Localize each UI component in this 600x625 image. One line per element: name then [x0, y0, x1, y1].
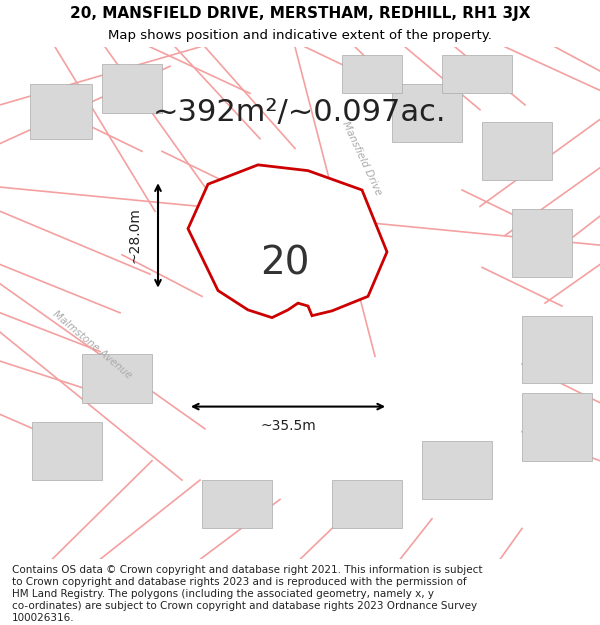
Text: to Crown copyright and database rights 2023 and is reproduced with the permissio: to Crown copyright and database rights 2… — [12, 577, 467, 587]
Bar — [512, 209, 572, 277]
Bar — [392, 84, 462, 142]
Bar — [30, 84, 92, 139]
Bar — [522, 316, 592, 383]
Bar — [442, 54, 512, 93]
Text: Malmstone Avenue: Malmstone Avenue — [50, 309, 133, 381]
Text: 20, MANSFIELD DRIVE, MERSTHAM, REDHILL, RH1 3JX: 20, MANSFIELD DRIVE, MERSTHAM, REDHILL, … — [70, 6, 530, 21]
Bar — [82, 354, 152, 402]
Text: Map shows position and indicative extent of the property.: Map shows position and indicative extent… — [108, 29, 492, 42]
Text: 20: 20 — [260, 244, 310, 282]
Bar — [342, 54, 402, 93]
Text: ~35.5m: ~35.5m — [260, 419, 316, 433]
Text: HM Land Registry. The polygons (including the associated geometry, namely x, y: HM Land Registry. The polygons (includin… — [12, 589, 434, 599]
Bar — [32, 422, 102, 480]
Text: Contains OS data © Crown copyright and database right 2021. This information is : Contains OS data © Crown copyright and d… — [12, 564, 482, 574]
Text: ~392m²/~0.097ac.: ~392m²/~0.097ac. — [153, 98, 447, 127]
Text: ~28.0m: ~28.0m — [127, 208, 141, 263]
Bar — [332, 480, 402, 528]
Text: Mansfield Drive: Mansfield Drive — [340, 119, 383, 197]
Polygon shape — [188, 165, 387, 318]
Bar — [482, 122, 552, 181]
Bar — [522, 393, 592, 461]
Bar — [422, 441, 492, 499]
Text: 100026316.: 100026316. — [12, 613, 74, 623]
Text: co-ordinates) are subject to Crown copyright and database rights 2023 Ordnance S: co-ordinates) are subject to Crown copyr… — [12, 601, 477, 611]
Bar — [202, 480, 272, 528]
Bar — [102, 64, 162, 112]
